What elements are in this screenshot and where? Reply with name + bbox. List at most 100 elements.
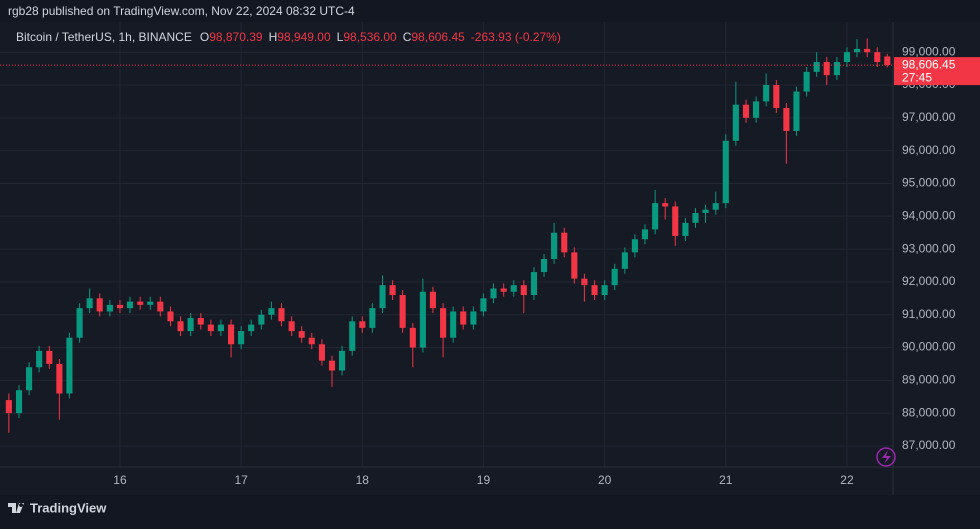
candle-body bbox=[137, 301, 144, 305]
legend-value: 98,949.00 bbox=[277, 30, 331, 44]
candle-body bbox=[157, 301, 164, 312]
candle-body bbox=[15, 390, 23, 414]
x-tick-label: 19 bbox=[477, 473, 491, 487]
y-tick-label: 93,000.00 bbox=[902, 241, 956, 255]
candle-body bbox=[470, 311, 477, 325]
y-tick-label: 96,000.00 bbox=[902, 143, 956, 157]
countdown: 27:45 bbox=[902, 70, 932, 84]
candle-body bbox=[167, 311, 174, 322]
candle-body bbox=[672, 206, 679, 236]
candle-body bbox=[308, 337, 315, 345]
candle-body bbox=[480, 298, 487, 312]
candle-body bbox=[803, 71, 810, 92]
candle-body bbox=[197, 318, 204, 325]
legend-key: H bbox=[269, 30, 278, 44]
candle-body bbox=[753, 101, 760, 118]
last-price-label: 98,606.45 bbox=[902, 57, 956, 71]
candle-body bbox=[339, 350, 346, 371]
candle-body bbox=[742, 104, 750, 118]
candle-body bbox=[561, 232, 568, 253]
legend-value: 98,870.39 bbox=[209, 30, 263, 44]
candle-body bbox=[551, 232, 558, 259]
candle-body bbox=[884, 56, 891, 66]
alert-icon[interactable] bbox=[876, 447, 896, 467]
candle-body bbox=[833, 62, 840, 76]
candle-body bbox=[36, 350, 43, 368]
candle-body bbox=[26, 367, 33, 391]
x-tick-label: 18 bbox=[356, 473, 370, 487]
candle-body bbox=[419, 291, 426, 348]
candle-body bbox=[359, 321, 366, 328]
candle-body bbox=[722, 140, 729, 204]
candle-body bbox=[258, 314, 265, 325]
candle-body bbox=[591, 285, 598, 296]
candle-body bbox=[641, 229, 649, 240]
candle-body bbox=[440, 308, 447, 338]
candle-body bbox=[843, 52, 851, 63]
brand: TradingView bbox=[30, 500, 107, 515]
candle-body bbox=[652, 203, 659, 230]
candle-body bbox=[46, 350, 53, 364]
candle-body bbox=[692, 212, 699, 223]
candle-body bbox=[702, 209, 709, 213]
candle-body bbox=[56, 363, 63, 394]
legend-change: -263.93 (-0.27%) bbox=[471, 30, 561, 44]
candle-body bbox=[793, 91, 800, 131]
y-tick-label: 89,000.00 bbox=[902, 373, 956, 387]
x-tick-label: 20 bbox=[598, 473, 612, 487]
candle-body bbox=[288, 321, 295, 332]
candle-body bbox=[187, 318, 194, 332]
candle-body bbox=[662, 203, 669, 207]
chart-pane bbox=[0, 22, 980, 495]
legend-value: 98,536.00 bbox=[343, 30, 397, 44]
candle-body bbox=[116, 304, 124, 309]
candle-body bbox=[783, 107, 790, 131]
candle-body bbox=[864, 48, 871, 53]
x-tick-label: 21 bbox=[719, 473, 733, 487]
y-tick-label: 95,000.00 bbox=[902, 176, 956, 190]
x-tick-label: 22 bbox=[840, 473, 854, 487]
candle-body bbox=[96, 298, 103, 312]
x-tick-label: 16 bbox=[113, 473, 127, 487]
logo-mark bbox=[8, 503, 24, 513]
candle-body bbox=[520, 285, 527, 296]
candle-body bbox=[106, 304, 113, 312]
candle-body bbox=[389, 285, 396, 296]
candle-body bbox=[813, 62, 820, 72]
candle-body bbox=[298, 331, 305, 338]
candle-body bbox=[369, 308, 376, 328]
header-text: rgb28 published on TradingView.com, Nov … bbox=[8, 4, 355, 18]
candle-body bbox=[601, 285, 608, 296]
candle-body bbox=[268, 308, 275, 315]
candle-body bbox=[571, 252, 578, 279]
y-tick-label: 94,000.00 bbox=[902, 208, 956, 222]
candles bbox=[0, 38, 893, 433]
candle-body bbox=[763, 85, 770, 102]
candle-body bbox=[66, 337, 73, 394]
candle-body bbox=[318, 344, 325, 361]
candle-body bbox=[530, 272, 538, 296]
y-tick-label: 87,000.00 bbox=[902, 438, 956, 452]
candle-body bbox=[853, 48, 861, 53]
candle-body bbox=[5, 400, 12, 414]
candle-body bbox=[409, 327, 416, 348]
candle-body bbox=[217, 324, 224, 332]
y-tick-label: 90,000.00 bbox=[902, 340, 956, 354]
candle-body bbox=[126, 301, 134, 309]
candle-body bbox=[238, 331, 245, 345]
candle-body bbox=[490, 288, 497, 299]
logo bbox=[8, 503, 24, 513]
x-tick-label: 17 bbox=[234, 473, 248, 487]
candle-body bbox=[621, 252, 628, 269]
legend-key: O bbox=[200, 30, 209, 44]
legend-value: 98,606.45 bbox=[411, 30, 465, 44]
candle-body bbox=[732, 104, 739, 141]
candle-body bbox=[611, 268, 618, 286]
y-tick-label: 97,000.00 bbox=[902, 110, 956, 124]
legend-symbol: Bitcoin / TetherUS, 1h, BINANCE bbox=[16, 30, 192, 44]
candle-body bbox=[500, 288, 507, 292]
candle-body bbox=[177, 321, 184, 332]
candle-body bbox=[207, 324, 214, 332]
candle-body bbox=[682, 222, 689, 236]
candle-body bbox=[147, 301, 154, 305]
